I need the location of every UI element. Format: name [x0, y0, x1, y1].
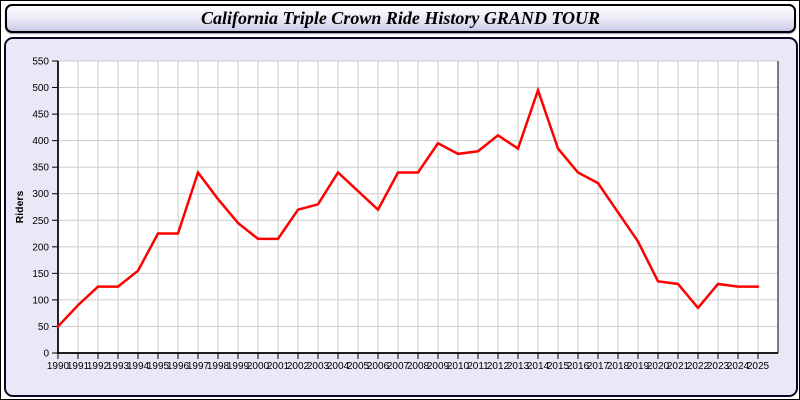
- x-tick-label: 1990: [47, 361, 70, 372]
- y-tick-label: 100: [32, 295, 49, 306]
- y-tick-label: 400: [32, 136, 49, 147]
- x-tick-label: 1997: [187, 361, 210, 372]
- x-tick-label: 2010: [447, 361, 470, 372]
- x-tick-label: 2004: [327, 361, 350, 372]
- x-tick-label: 2012: [487, 361, 510, 372]
- y-tick-label: 200: [32, 242, 49, 253]
- ride-history-line: [56, 86, 760, 328]
- y-tick-label: 0: [43, 349, 49, 360]
- page-title: California Triple Crown Ride History GRA…: [200, 8, 601, 28]
- y-tick-label: 50: [38, 322, 50, 333]
- x-tick-label: 2018: [607, 361, 630, 372]
- x-tick-label: 2008: [407, 361, 430, 372]
- x-tick-label: 2025: [747, 361, 770, 372]
- x-tick-label: 2006: [367, 361, 390, 372]
- x-tick-label: 1993: [107, 361, 130, 372]
- x-tick-label: 2011: [467, 361, 489, 372]
- chart-panel: 0 50 100 150 200 250 300 350 400 450 500 550 1990 199…: [4, 37, 798, 397]
- x-tick-label: 2009: [427, 361, 450, 372]
- y-axis-title: Riders: [14, 191, 26, 224]
- x-tick-label: 1998: [207, 361, 230, 372]
- y-tick-label: 250: [32, 216, 49, 227]
- x-tick-label: 2005: [347, 361, 370, 372]
- y-tick-label: 450: [32, 110, 49, 121]
- x-tick-label: 1992: [87, 361, 110, 372]
- x-tick-label: 1995: [147, 361, 170, 372]
- y-tick-label: 350: [32, 163, 49, 174]
- x-tick-label: 2015: [547, 361, 570, 372]
- x-tick-label: 2014: [527, 361, 550, 372]
- x-tick-label: 1991: [67, 361, 90, 372]
- title-bar: California Triple Crown Ride History GRA…: [5, 4, 796, 33]
- x-tick-label: 2001: [267, 361, 290, 372]
- chart-canvas: 0501001502002503003504004505005501990199…: [14, 57, 779, 372]
- x-tick-label: 2007: [387, 361, 410, 372]
- y-tick-label: 500: [32, 83, 49, 94]
- x-tick-label: 1996: [167, 361, 190, 372]
- x-tick-label: 2024: [727, 361, 750, 372]
- x-tick-label: 1999: [227, 361, 250, 372]
- y-tick-label: 550: [32, 57, 49, 68]
- x-tick-label: 2003: [307, 361, 330, 372]
- x-tick-label: 2000: [247, 361, 270, 372]
- x-tick-label: 2017: [587, 361, 610, 372]
- x-tick-label: 2020: [647, 361, 670, 372]
- x-tick-label: 1994: [127, 361, 150, 372]
- x-tick-label: 2021: [667, 361, 690, 372]
- y-tick-label: 300: [32, 189, 49, 200]
- x-tick-label: 2023: [707, 361, 730, 372]
- x-tick-label: 2019: [627, 361, 650, 372]
- y-tick-label: 150: [32, 269, 49, 280]
- x-tick-label: 2016: [567, 361, 590, 372]
- x-tick-label: 2013: [507, 361, 530, 372]
- x-tick-label: 2022: [687, 361, 710, 372]
- x-tick-label: 2002: [287, 361, 310, 372]
